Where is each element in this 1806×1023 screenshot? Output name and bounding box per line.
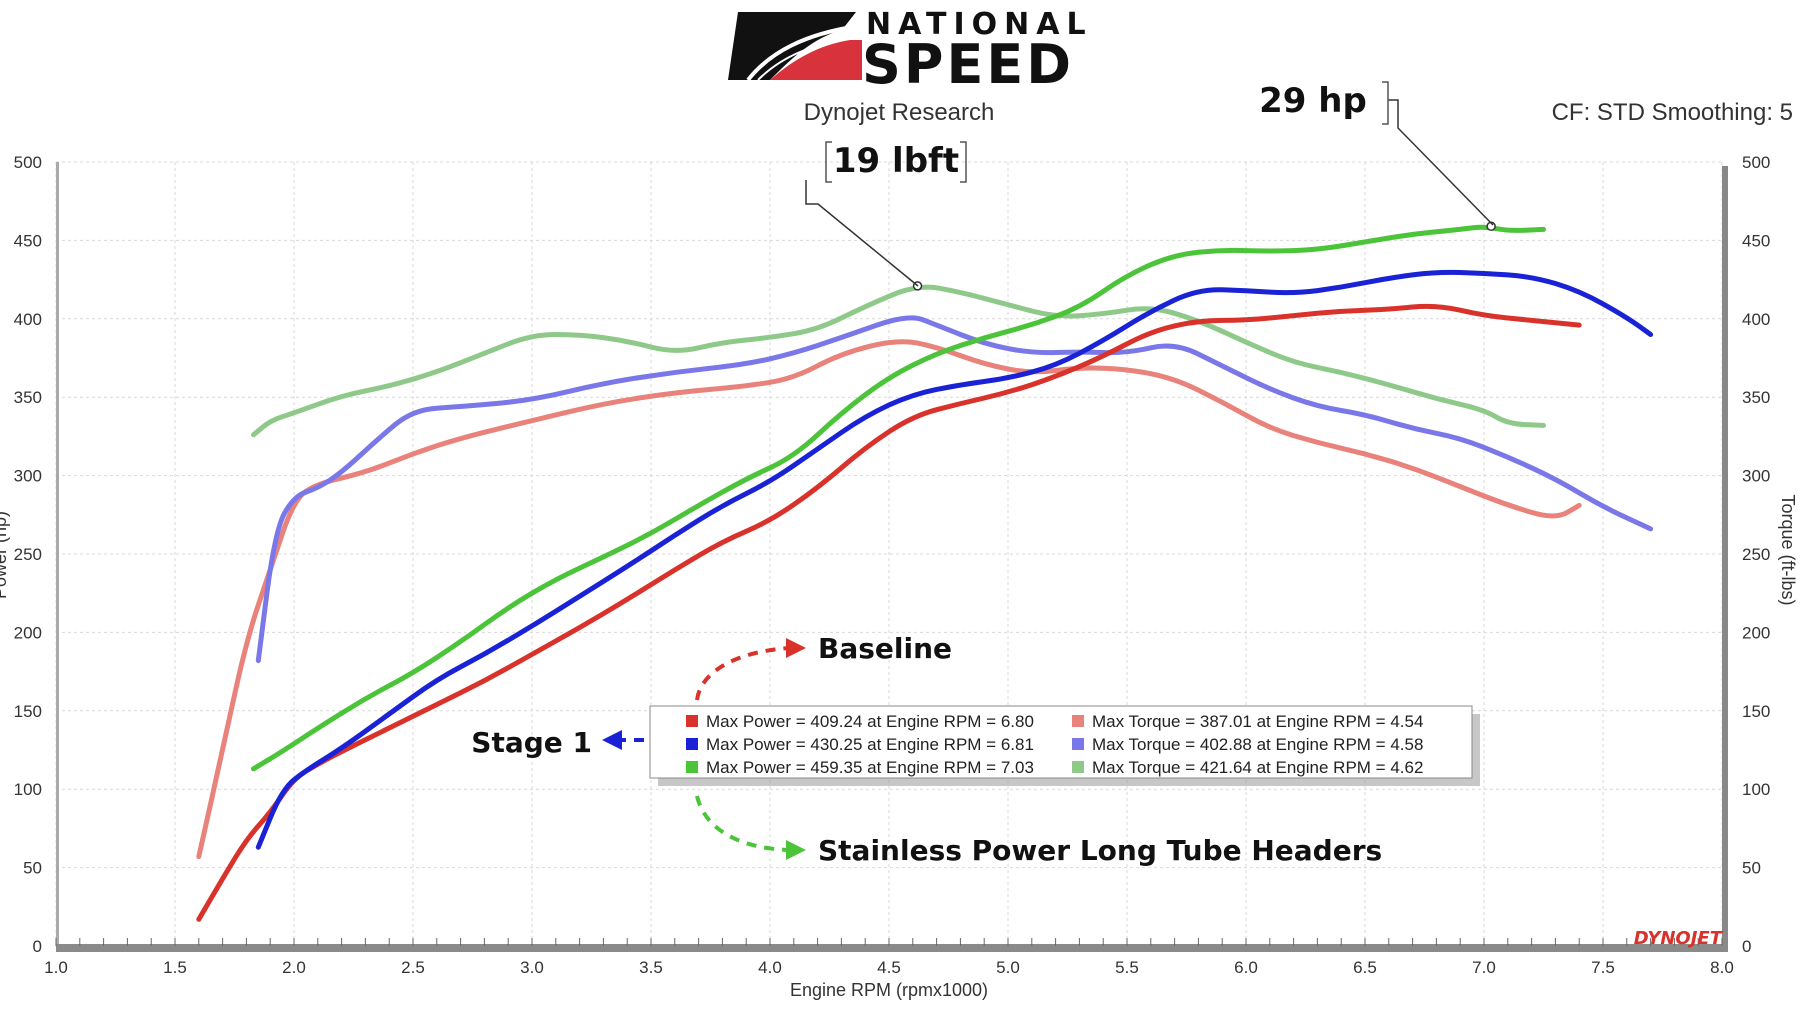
y-tick-label: 300 — [14, 467, 42, 486]
y2-tick-label: 150 — [1742, 702, 1770, 721]
y-tick-label: 0 — [33, 937, 42, 956]
legend-entry: Max Torque = 387.01 at Engine RPM = 4.54 — [1092, 712, 1423, 731]
y-tick-label: 400 — [14, 310, 42, 329]
y-tick-label: 350 — [14, 388, 42, 407]
x-tick-label: 5.0 — [996, 958, 1020, 977]
y2-tick-label: 250 — [1742, 545, 1770, 564]
x-tick-label: 5.5 — [1115, 958, 1139, 977]
baseline-arrow — [695, 638, 806, 701]
y2-tick-label: 200 — [1742, 623, 1770, 642]
dyno-label: Dynojet Research — [804, 99, 995, 126]
series-line-stage1_torque — [255, 315, 1654, 664]
series-line-baseline_torque — [196, 339, 1582, 860]
x-tick-label: 1.0 — [44, 958, 68, 977]
legend-swatch-stage1_torque — [1072, 738, 1084, 750]
y2-tick-label: 500 — [1742, 153, 1770, 172]
left-axis-bar — [56, 162, 59, 946]
x-tick-label: 8.0 — [1710, 958, 1734, 977]
torque-gain-label: 19 lbft — [833, 141, 959, 181]
y2-tick-label: 400 — [1742, 310, 1770, 329]
series-line-headers_power — [251, 224, 1546, 772]
headers-arrow — [695, 795, 806, 860]
x-tick-label: 1.5 — [163, 958, 187, 977]
minor-ticks — [55, 938, 1723, 946]
legend-swatch-stage1_power — [686, 738, 698, 750]
power-callout: 29 hp — [1259, 81, 1494, 226]
legend: Max Power = 409.24 at Engine RPM = 6.80 M… — [649, 705, 1480, 786]
legend-swatch-baseline_torque — [1072, 715, 1084, 727]
brand-bottom-text: SPEED — [862, 33, 1074, 96]
y2-tick-label: 0 — [1742, 937, 1751, 956]
series-line-stage1_power — [255, 269, 1654, 850]
x-tick-label: 4.0 — [758, 958, 782, 977]
y2-tick-label: 50 — [1742, 859, 1761, 878]
x-tick-label: 7.5 — [1591, 958, 1615, 977]
y2-tick-label: 100 — [1742, 780, 1770, 799]
torque-callout: 19 lbft — [805, 141, 967, 287]
y-tick-label: 50 — [23, 859, 42, 878]
legend-entry: Max Power = 409.24 at Engine RPM = 6.80 — [706, 712, 1034, 731]
brand-logo — [728, 12, 862, 82]
x-tick-label: 3.0 — [520, 958, 544, 977]
y-axis-title: Power (hp) — [0, 511, 10, 599]
headers-label: Stainless Power Long Tube Headers — [818, 834, 1382, 867]
brand-top-text: NATIONAL — [866, 7, 1093, 42]
dynojet-watermark: DYNOJET — [1634, 928, 1724, 949]
legend-swatch-baseline_power — [686, 715, 698, 727]
y-tick-label: 450 — [14, 231, 42, 250]
y-tick-label: 500 — [14, 153, 42, 172]
legend-entry: Max Torque = 402.88 at Engine RPM = 4.58 — [1092, 735, 1423, 754]
y2-axis-title: Torque (ft-lbs) — [1778, 494, 1798, 605]
tick-labels: 1.0 1.5 2.0 2.5 3.0 3.5 4.0 4.5 5.0 5.5 6.0 6.5 7.0 7… — [14, 153, 1771, 977]
legend-entry: Max Power = 459.35 at Engine RPM = 7.03 — [706, 758, 1034, 777]
series-line-headers_torque — [251, 284, 1546, 438]
x-tick-label: 7.0 — [1472, 958, 1496, 977]
bottom-axis-bar — [56, 944, 1728, 952]
legend-swatch-headers_torque — [1072, 761, 1084, 773]
power-gain-label: 29 hp — [1259, 81, 1367, 121]
x-tick-label: 6.0 — [1234, 958, 1258, 977]
series-layer — [196, 221, 1654, 922]
x-axis-title: Engine RPM (rpmx1000) — [790, 980, 988, 1000]
y-tick-label: 150 — [14, 702, 42, 721]
y2-tick-label: 450 — [1742, 231, 1770, 250]
legend-entry: Max Power = 430.25 at Engine RPM = 6.81 — [706, 735, 1034, 754]
y-tick-label: 200 — [14, 623, 42, 642]
legend-entry: Max Torque = 421.64 at Engine RPM = 4.62 — [1092, 758, 1423, 777]
x-tick-label: 4.5 — [877, 958, 901, 977]
baseline-label: Baseline — [818, 632, 952, 665]
y2-tick-label: 300 — [1742, 467, 1770, 486]
x-tick-label: 3.5 — [639, 958, 663, 977]
legend-swatch-headers_power — [686, 761, 698, 773]
y-tick-label: 100 — [14, 780, 42, 799]
y-tick-label: 250 — [14, 545, 42, 564]
y2-tick-label: 350 — [1742, 388, 1770, 407]
settings-label: CF: STD Smoothing: 5 — [1552, 99, 1793, 126]
x-tick-label: 2.0 — [282, 958, 306, 977]
x-tick-label: 6.5 — [1353, 958, 1377, 977]
x-tick-label: 2.5 — [401, 958, 425, 977]
stage1-label: Stage 1 — [471, 726, 592, 759]
right-axis-bar — [1722, 166, 1728, 946]
